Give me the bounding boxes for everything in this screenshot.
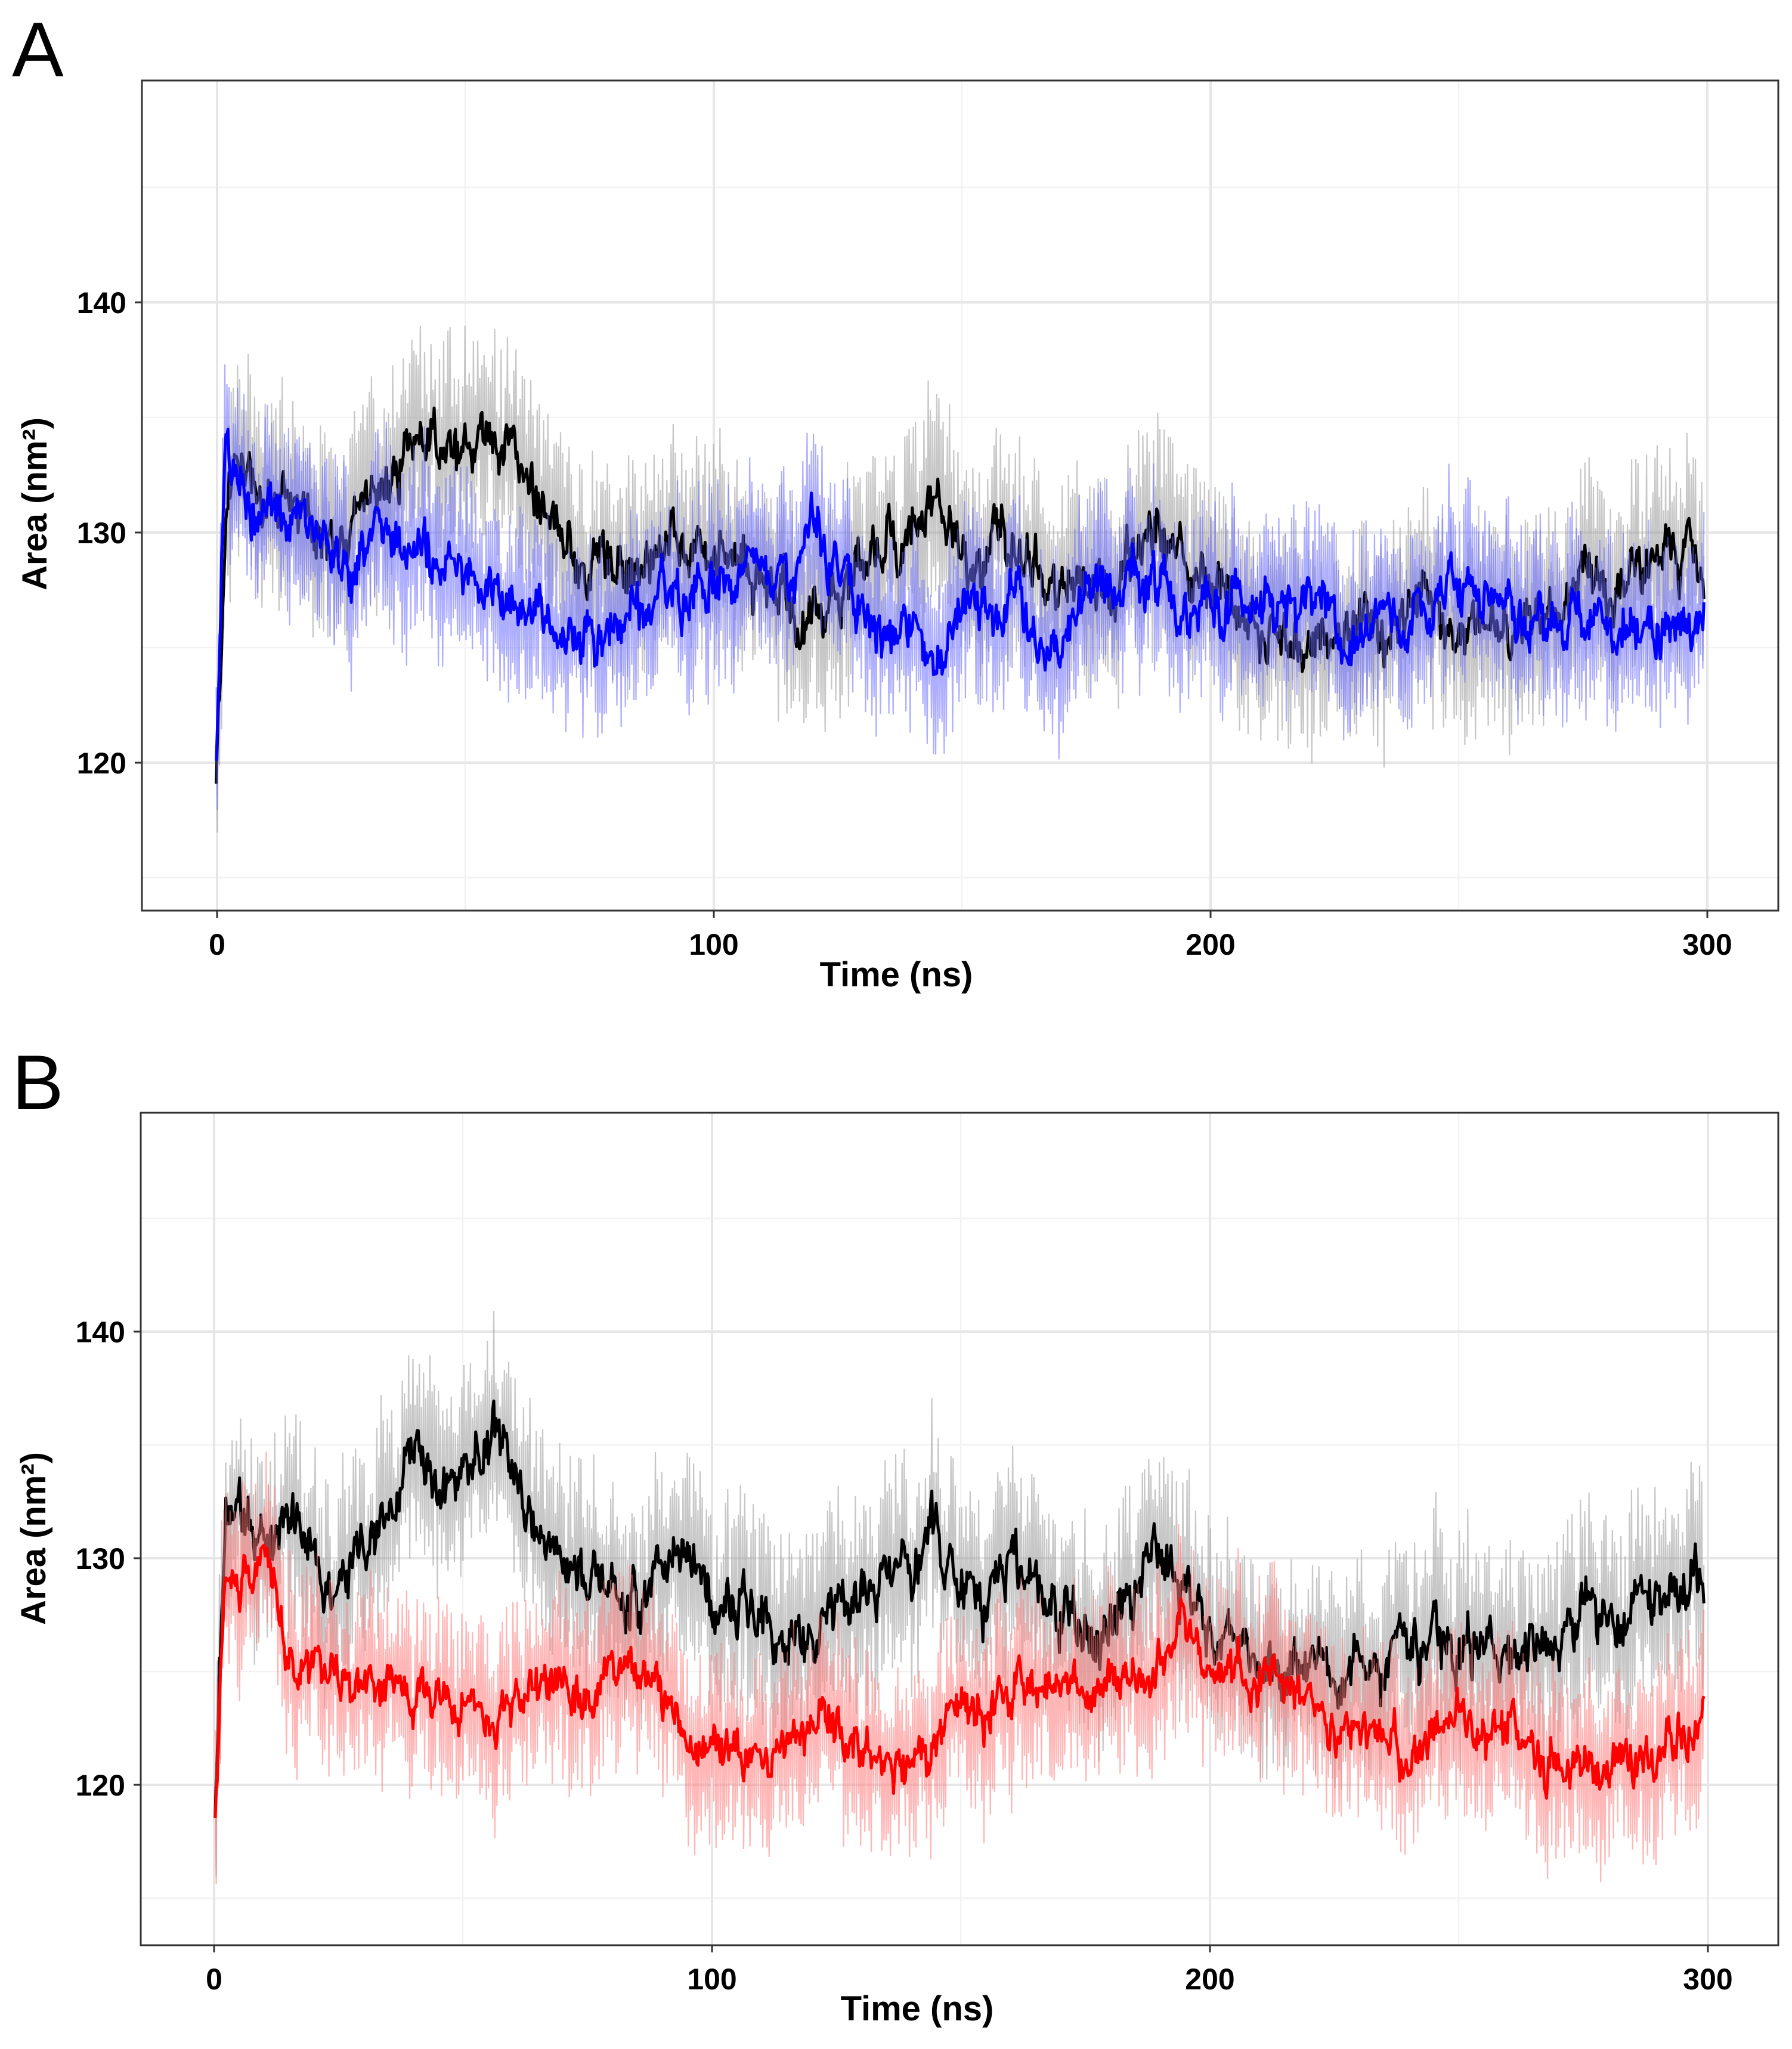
panel-a-series-variant-blue: [215, 364, 1706, 810]
panel-a-y-tick-label: 130: [77, 516, 126, 550]
panel-a-axis-ticks: [135, 301, 1709, 918]
panel-b-x-tick-label: 200: [1185, 1963, 1234, 1996]
panel-b-series-variant-red: [213, 1451, 1706, 1884]
panel-b-y-axis-title: Area (nm²): [14, 1452, 53, 1625]
panel-a: A: [12, 6, 1779, 994]
panel-a-reference-mean-line: [215, 406, 1706, 784]
panel-b-x-axis-title: Time (ns): [841, 1989, 994, 2028]
panel-b-y-tick-label: 140: [76, 1316, 125, 1349]
panel-a-x-tick-label: 200: [1186, 928, 1235, 961]
panel-b-y-tick-label: 120: [76, 1769, 125, 1802]
panel-a-series-reference: [215, 325, 1706, 832]
panel-b-x-tick-label: 300: [1683, 1963, 1732, 1996]
panel-a-variant-fluctuation-band: [215, 364, 1705, 810]
panel-b-x-tick-label: 0: [206, 1963, 222, 1996]
panel-a-y-axis-title: Area (nm²): [16, 417, 54, 590]
panel-b-variant-mean-line: [213, 1544, 1706, 1818]
panel-letter-a: A: [12, 6, 64, 93]
panel-a-x-tick-label: 300: [1682, 928, 1732, 961]
panel-b-x-tick-label: 100: [687, 1963, 736, 1996]
panel-letter-b: B: [12, 1039, 64, 1126]
panel-a-plot-frame: [141, 79, 1779, 912]
panel-b: B: [12, 1039, 1779, 2028]
panel-a-x-tick-label: 0: [209, 928, 225, 961]
panel-b-plot-frame: [140, 1112, 1779, 1946]
panel-a-x-tick-label: 100: [689, 928, 738, 961]
panel-a-x-axis-title: Time (ns): [820, 955, 973, 994]
panel-a-y-tick-label: 120: [77, 747, 126, 780]
panel-b-axis-ticks: [134, 1330, 1709, 1952]
panel-b-y-tick-label: 130: [76, 1542, 125, 1576]
panel-a-variant-mean-line: [215, 428, 1706, 761]
panel-b-variant-fluctuation-band: [214, 1451, 1705, 1884]
panel-a-y-tick-label: 140: [77, 286, 126, 320]
